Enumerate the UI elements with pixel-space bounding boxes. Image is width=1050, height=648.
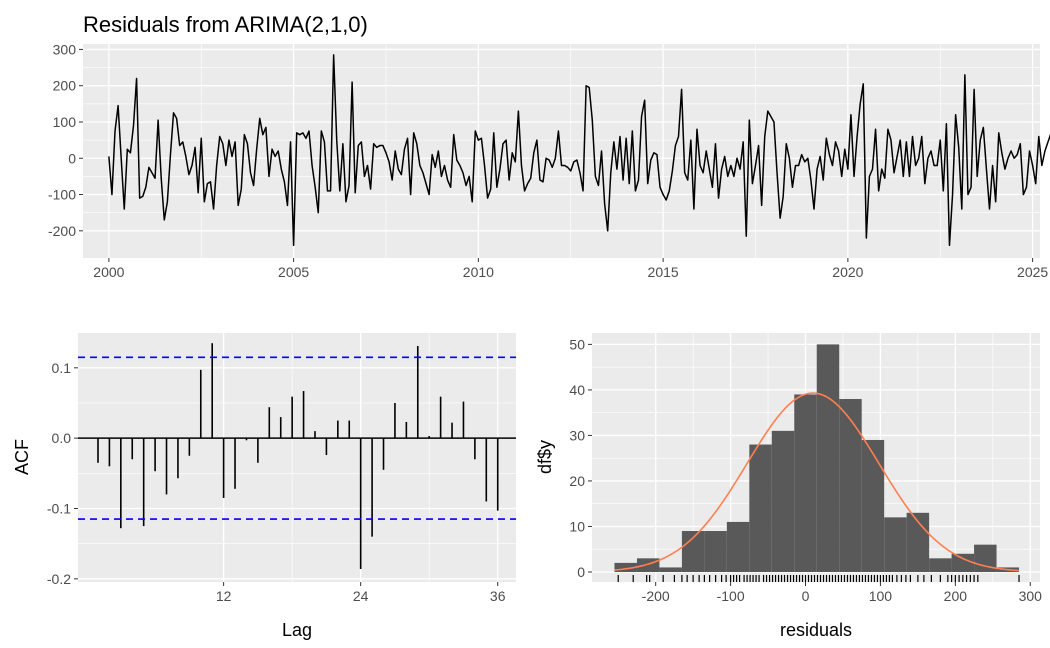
histogram-bar bbox=[929, 558, 952, 572]
histogram-bar bbox=[659, 567, 682, 572]
y-tick-label: 200 bbox=[53, 78, 77, 94]
histogram-bar bbox=[614, 562, 637, 572]
x-tick-label: 36 bbox=[490, 588, 506, 604]
residual-line bbox=[108, 54, 1050, 247]
y-tick-label: 10 bbox=[569, 518, 585, 534]
x-tick-label: 12 bbox=[216, 588, 232, 604]
residuals-series-line bbox=[108, 54, 1050, 247]
y-tick-label: 30 bbox=[569, 427, 585, 443]
y-tick-label: -0.1 bbox=[47, 500, 71, 516]
y-tick-label: 0 bbox=[577, 564, 585, 580]
residuals-x-axis: 2000 2005 2010 2015 2020 2025 bbox=[93, 258, 1048, 280]
histogram-bar bbox=[839, 399, 862, 572]
x-tick-label: -200 bbox=[642, 588, 670, 604]
x-tick-label: 100 bbox=[869, 588, 893, 604]
y-tick-label: 0 bbox=[68, 150, 76, 166]
residual-histogram-panel: -200 -100 0 100 200 300 0 10 20 30 40 50 residuals… bbox=[535, 333, 1042, 640]
x-tick-label: 24 bbox=[353, 588, 369, 604]
y-tick-label: 100 bbox=[53, 114, 77, 130]
histogram-bar bbox=[726, 521, 750, 572]
x-tick-label: 2000 bbox=[93, 264, 124, 280]
histogram-bar bbox=[636, 558, 660, 572]
histogram-x-axis-label: residuals bbox=[780, 620, 852, 640]
y-tick-label: 50 bbox=[569, 336, 585, 352]
residuals-plot-background bbox=[83, 44, 1040, 258]
y-tick-label: -100 bbox=[48, 187, 76, 203]
acf-bars bbox=[78, 343, 516, 569]
histogram-bar bbox=[794, 394, 817, 572]
x-tick-label: -100 bbox=[717, 588, 745, 604]
residuals-time-series-panel: Residuals from ARIMA(2,1,0) 2000 2005 2010… bbox=[48, 12, 1050, 280]
y-tick-label: 0.1 bbox=[52, 360, 72, 376]
x-tick-label: 2020 bbox=[832, 264, 863, 280]
x-tick-label: 200 bbox=[944, 588, 968, 604]
normal-curve-line bbox=[614, 392, 1020, 572]
histogram-bar bbox=[861, 439, 885, 572]
normal-density-curve bbox=[614, 392, 1020, 572]
x-tick-label: 300 bbox=[1019, 588, 1043, 604]
histogram-bar bbox=[704, 531, 727, 572]
y-tick-label: -0.2 bbox=[47, 571, 71, 587]
x-tick-label: 2025 bbox=[1017, 264, 1048, 280]
histogram-y-axis-label: df$y bbox=[535, 440, 555, 474]
acf-panel: 12 24 36 -0.2 -0.1 0.0 0.1 Lag ACF bbox=[12, 333, 516, 640]
x-tick-label: 2005 bbox=[278, 264, 309, 280]
residuals-plot-title: Residuals from ARIMA(2,1,0) bbox=[83, 12, 368, 37]
acf-confidence-lines bbox=[78, 356, 516, 520]
histogram-bar bbox=[884, 517, 907, 572]
y-tick-label: 300 bbox=[53, 41, 77, 57]
histogram-bar bbox=[816, 344, 840, 572]
histogram-bar bbox=[951, 553, 975, 572]
y-tick-label: 0.0 bbox=[52, 430, 72, 446]
x-tick-label: 0 bbox=[802, 588, 810, 604]
acf-plot-background bbox=[78, 333, 516, 582]
y-tick-label: 20 bbox=[569, 473, 585, 489]
y-tick-label: -200 bbox=[48, 223, 76, 239]
acf-x-axis: 12 24 36 bbox=[216, 582, 506, 604]
histogram-bar bbox=[771, 430, 795, 572]
residuals-y-axis: -200 -100 0 100 200 300 bbox=[48, 41, 83, 239]
x-tick-label: 2015 bbox=[648, 264, 679, 280]
acf-x-axis-label: Lag bbox=[282, 620, 312, 640]
histogram-bar bbox=[681, 531, 705, 572]
histogram-bar bbox=[749, 444, 772, 572]
x-tick-label: 2010 bbox=[463, 264, 494, 280]
histogram-y-axis: 0 10 20 30 40 50 bbox=[569, 336, 592, 580]
y-tick-label: 40 bbox=[569, 382, 585, 398]
acf-y-axis: -0.2 -0.1 0.0 0.1 bbox=[47, 360, 78, 587]
residual-rug bbox=[617, 575, 1020, 582]
histogram-x-axis: -200 -100 0 100 200 300 bbox=[642, 582, 1042, 604]
acf-y-axis-label: ACF bbox=[12, 439, 32, 475]
